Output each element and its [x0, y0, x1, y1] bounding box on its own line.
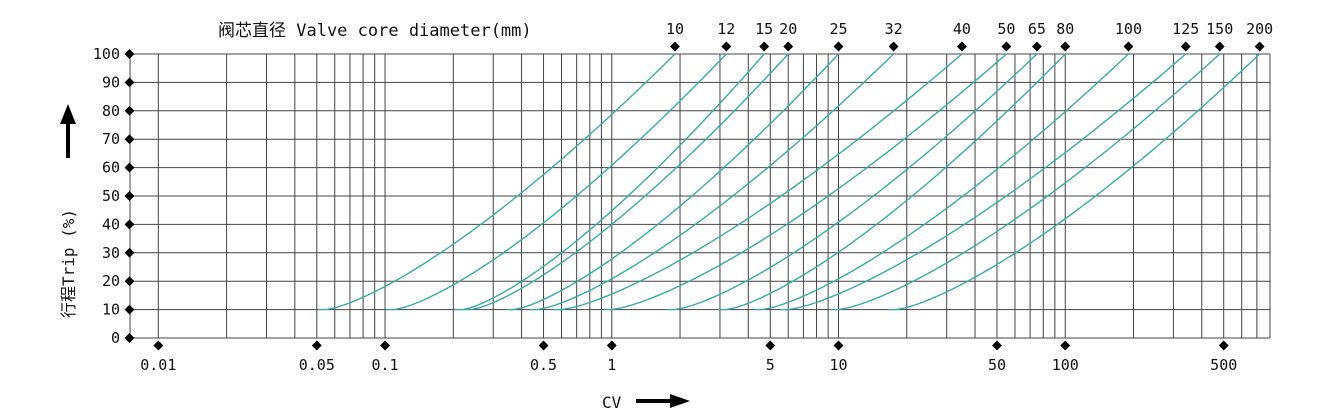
diameter-label: 80 [1056, 20, 1074, 38]
curve-line-80 [718, 53, 1066, 311]
curve-line-125 [780, 53, 1187, 311]
y-tick-label: 40 [102, 215, 120, 233]
x-tick-label: 5 [766, 356, 775, 374]
y-tick-marker [124, 191, 135, 201]
grid [129, 53, 1271, 339]
x-axis-label: CV [602, 393, 622, 412]
x-tick-label: 50 [988, 356, 1006, 374]
diameter-label: 12 [717, 20, 735, 38]
diameter-label: 65 [1028, 20, 1046, 38]
x-tick-label: 0.01 [140, 356, 176, 374]
diameter-label: 100 [1115, 20, 1142, 38]
diameter-marker [1060, 41, 1071, 52]
y-tick-label: 70 [102, 130, 120, 148]
x-tick-label: 10 [829, 356, 847, 374]
x-tick-label: 0.05 [299, 356, 335, 374]
up-arrow-icon [60, 104, 76, 158]
curves [318, 53, 1261, 311]
y-tick-label: 10 [102, 301, 120, 319]
y-tick-label: 30 [102, 244, 120, 262]
diameter-label: 40 [953, 20, 971, 38]
diameter-markers: 10 12 15 20 25 32 40 50 65 80 100 125 150 200 [666, 20, 1273, 52]
diameter-label: 125 [1172, 20, 1199, 38]
y-tick-marker [124, 219, 135, 230]
y-tick-marker [124, 333, 135, 343]
x-tick-label: 0.5 [530, 356, 557, 374]
x-tick-marker [1218, 340, 1229, 351]
x-tick-label: 100 [1052, 356, 1079, 374]
x-tick-marker [833, 340, 844, 351]
diameter-label: 10 [666, 20, 684, 38]
y-tick-marker [124, 276, 135, 287]
y-tick-marker [124, 105, 135, 116]
x-tick-marker [765, 340, 776, 351]
x-ticks: 0.01 0.05 0.1 0.5 1 5 10 50 100 500 [140, 340, 1237, 374]
y-tick-label: 60 [102, 159, 120, 177]
diameter-marker [888, 41, 899, 52]
curve-line-40 [553, 53, 963, 311]
chart-title: 阀芯直径 Valve core diameter(mm) [218, 21, 532, 41]
x-tick-marker [380, 340, 391, 351]
x-tick-marker [311, 340, 322, 351]
y-tick-marker [124, 49, 135, 59]
x-tick-marker [992, 340, 1002, 351]
y-tick-marker [124, 247, 135, 258]
curve-line-32 [529, 53, 895, 311]
x-tick-label: 0.1 [372, 356, 399, 374]
y-tick-label: 20 [102, 272, 120, 290]
x-tick-marker [1060, 340, 1071, 351]
diameter-label: 50 [997, 20, 1015, 38]
diameter-marker [783, 41, 794, 52]
diameter-marker [721, 41, 732, 52]
curve-line-10 [318, 53, 676, 311]
diameter-label: 32 [885, 20, 903, 38]
x-tick-marker [606, 340, 617, 351]
y-ticks: 0 10 20 30 40 50 60 70 80 90 100 [93, 45, 135, 347]
y-tick-label: 100 [93, 45, 120, 63]
x-tick-label: 500 [1210, 356, 1237, 374]
y-tick-label: 90 [102, 73, 120, 91]
y-tick-label: 50 [102, 187, 120, 205]
y-tick-marker [124, 162, 135, 173]
diameter-marker [1214, 41, 1225, 52]
diameter-marker [1001, 41, 1012, 52]
y-tick-label: 0 [111, 329, 120, 347]
y-tick-marker [124, 304, 135, 315]
diameter-marker [1031, 41, 1042, 52]
diameter-marker [759, 41, 770, 52]
x-tick-marker [538, 340, 549, 351]
curve-line-12 [386, 53, 727, 311]
y-tick-marker [124, 134, 135, 145]
diameter-marker [670, 41, 680, 52]
curve-line-150 [830, 53, 1221, 311]
curve-line-200 [888, 53, 1261, 311]
curve-line-25 [505, 53, 840, 311]
diameter-label: 20 [779, 20, 797, 38]
x-tick-label: 1 [607, 356, 616, 374]
diameter-label: 150 [1206, 20, 1233, 38]
curve-line-100 [754, 53, 1129, 311]
y-tick-marker [124, 77, 135, 88]
curve-line-15 [454, 53, 765, 311]
diameter-marker [1180, 41, 1191, 52]
y-axis-label: 行程Trip (%) [59, 209, 78, 318]
diameter-label: 200 [1246, 20, 1273, 38]
curve-line-20 [463, 53, 789, 311]
curve-line-65 [666, 53, 1038, 311]
diameter-label: 15 [755, 20, 773, 38]
right-arrow-icon [636, 394, 690, 408]
diameter-marker [833, 41, 844, 52]
curve-line-50 [603, 53, 1007, 311]
diameter-label: 25 [829, 20, 847, 38]
diameter-marker [1123, 41, 1134, 52]
diameter-marker [956, 41, 967, 52]
x-tick-marker [153, 340, 164, 351]
y-tick-label: 80 [102, 102, 120, 120]
diameter-marker [1254, 41, 1265, 52]
